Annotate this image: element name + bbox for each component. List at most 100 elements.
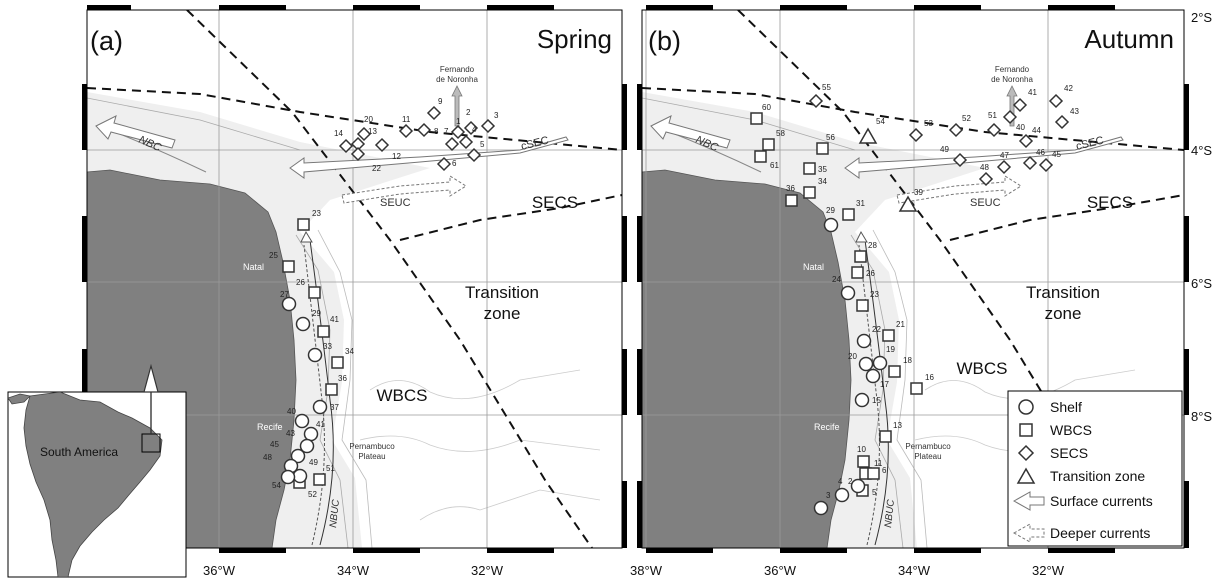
panel-b-station-secs-42 [1048,93,1064,109]
panel-b-station-shelf-22 [856,333,872,349]
panel-b-plateau-label-1: Pernambuco [905,442,951,451]
panel-a-plateau-label-2: Plateau [358,452,385,461]
panel-b-station-label: 13 [893,421,902,430]
panel-b-natal-label: Natal [803,262,824,272]
panel-b-station-label: 49 [940,145,949,154]
panel-b-station-label: 35 [818,165,827,174]
panel-b-station-label: 61 [770,161,779,170]
legend-wbcs-label: WBCS [1050,422,1092,438]
panel-b-station-wbcs-16 [910,382,923,395]
panel-a-station-label: 9 [438,97,443,106]
panel-b-island-label-2: de Noronha [991,75,1033,84]
panel-b-station-wbcs-35 [803,162,816,175]
panel-b-station-label: 2 [848,477,853,486]
panel-b-station-secs-53 [908,127,924,143]
panel-a-station-secs-20 [356,126,372,142]
panel-b-station-label: 11 [874,459,883,468]
panel-b-station-wbcs-21 [882,329,895,342]
panel-b-seuc-arrow [896,175,1022,204]
legend-deeper-label: Deeper currents [1050,525,1150,541]
panel-b-station-label: 51 [988,111,997,120]
panel-a-station-label: 3 [494,111,499,120]
panel-a-station-secs-22 [350,146,366,162]
panel-b-station-label: 21 [896,320,905,329]
panel-b-station-shelf-19 [872,355,888,371]
panel-b-station-label: 48 [980,163,989,172]
panel-a-station-label: 40 [287,407,296,416]
panel-b-station-label: 4 [838,477,843,486]
panel-b-station-label: 41 [1028,88,1037,97]
panel-b-station-secs-51 [986,122,1002,138]
panel-b-station-label: 15 [872,396,881,405]
panel-b-station-shelf-15 [854,392,870,408]
panel-a-station-label: 25 [269,251,278,260]
panel-b-map: (b) Autumn SECS Transition zone WBCS Fer… [630,5,1189,578]
panel-b-csec-arrow [844,136,1124,179]
panel-b-station-label: 45 [1052,150,1061,159]
panel-b-station-label: 24 [832,275,841,284]
panel-b-land [642,169,852,548]
panel-b-station-label: 23 [870,290,879,299]
inset-continent [23,392,163,577]
panel-a-transition-label-2: zone [484,304,521,323]
panel-b-station-secs-40 [1002,109,1018,125]
panel-b-station-wbcs-34 [803,186,816,199]
panel-b-station-wbcs-18 [888,365,901,378]
panel-a-station-label: 1 [456,117,461,126]
panel-a-station-label: 8 [434,127,439,136]
panel-a-station-label: 41 [316,420,325,429]
legend-shelf-label: Shelf [1050,399,1082,415]
panel-a-station-wbcs-51 [313,473,326,486]
panel-b-station-wbcs-13 [879,430,892,443]
y-label-8s: 8°S [1191,409,1212,424]
panel-b-nbc-arrow [650,115,731,149]
panel-b-station-secs-44 [1018,133,1034,149]
panel-a-x-label-1: 36°W [203,563,236,578]
panel-b-station-label: 36 [786,184,795,193]
panel-a-station-label: 27 [280,290,289,299]
panel-b-boundary-north [642,87,1184,151]
panel-a-island-label-1: Fernando [440,65,475,74]
panel-a-recife-label: Recife [257,422,283,432]
panel-a-nbuc-label: NBUC [328,498,342,528]
legend-shelf-symbol [1018,399,1034,415]
panel-a-station-label: 14 [334,129,343,138]
panel-a-station-label: 41 [330,315,339,324]
legend-deeper-symbol [1012,523,1045,543]
panel-a-transition-label-1: Transition [465,283,539,302]
panel-a-station-label: 33 [323,342,332,351]
panel-a-season: Spring [537,24,612,54]
panel-b-seuc-label: SEUC [970,197,1001,209]
legend-surface-symbol [1012,491,1045,511]
panel-b-station-label: 34 [818,177,827,186]
panel-b-station-label: 55 [822,83,831,92]
panel-a-station-secs-8 [416,122,432,138]
panel-a-station-label: 29 [312,309,321,318]
panel-b-station-label: 58 [776,129,785,138]
panel-b-secs-label: SECS [1087,193,1133,212]
legend-transition-symbol [1016,467,1036,484]
panel-a-station-label: 26 [296,278,305,287]
panel-a-station-label: 22 [372,164,381,173]
panel-b-station-wbcs-10 [857,455,870,468]
panel-a-natal-label: Natal [243,262,264,272]
panel-a-station-secs-7 [444,136,460,152]
inset-central-america [8,393,31,405]
panel-b-station-label: 47 [1000,151,1009,160]
panel-a-station-label: 51 [326,464,335,473]
panel-a-station-label: 45 [270,440,279,449]
panel-b-station-label: 10 [857,445,866,454]
panel-b-station-label: 40 [1016,123,1025,132]
panel-b-station-label: 16 [925,373,934,382]
panel-a-station-label: 4 [472,125,477,134]
panel-a-station-wbcs-26 [308,286,321,299]
panel-b-station-label: 19 [886,345,895,354]
panel-a-station-label: 54 [272,481,281,490]
panel-a-station-secs-3 [480,118,496,134]
panel-b-plateau-label-2: Plateau [914,452,941,461]
panel-a-station-secs-12 [374,137,390,153]
panel-a-station-secs-9 [426,105,442,121]
panel-b-station-wbcs-31 [842,208,855,221]
legend-secs-label: SECS [1050,445,1088,461]
panel-b-station-shelf-24 [840,285,856,301]
